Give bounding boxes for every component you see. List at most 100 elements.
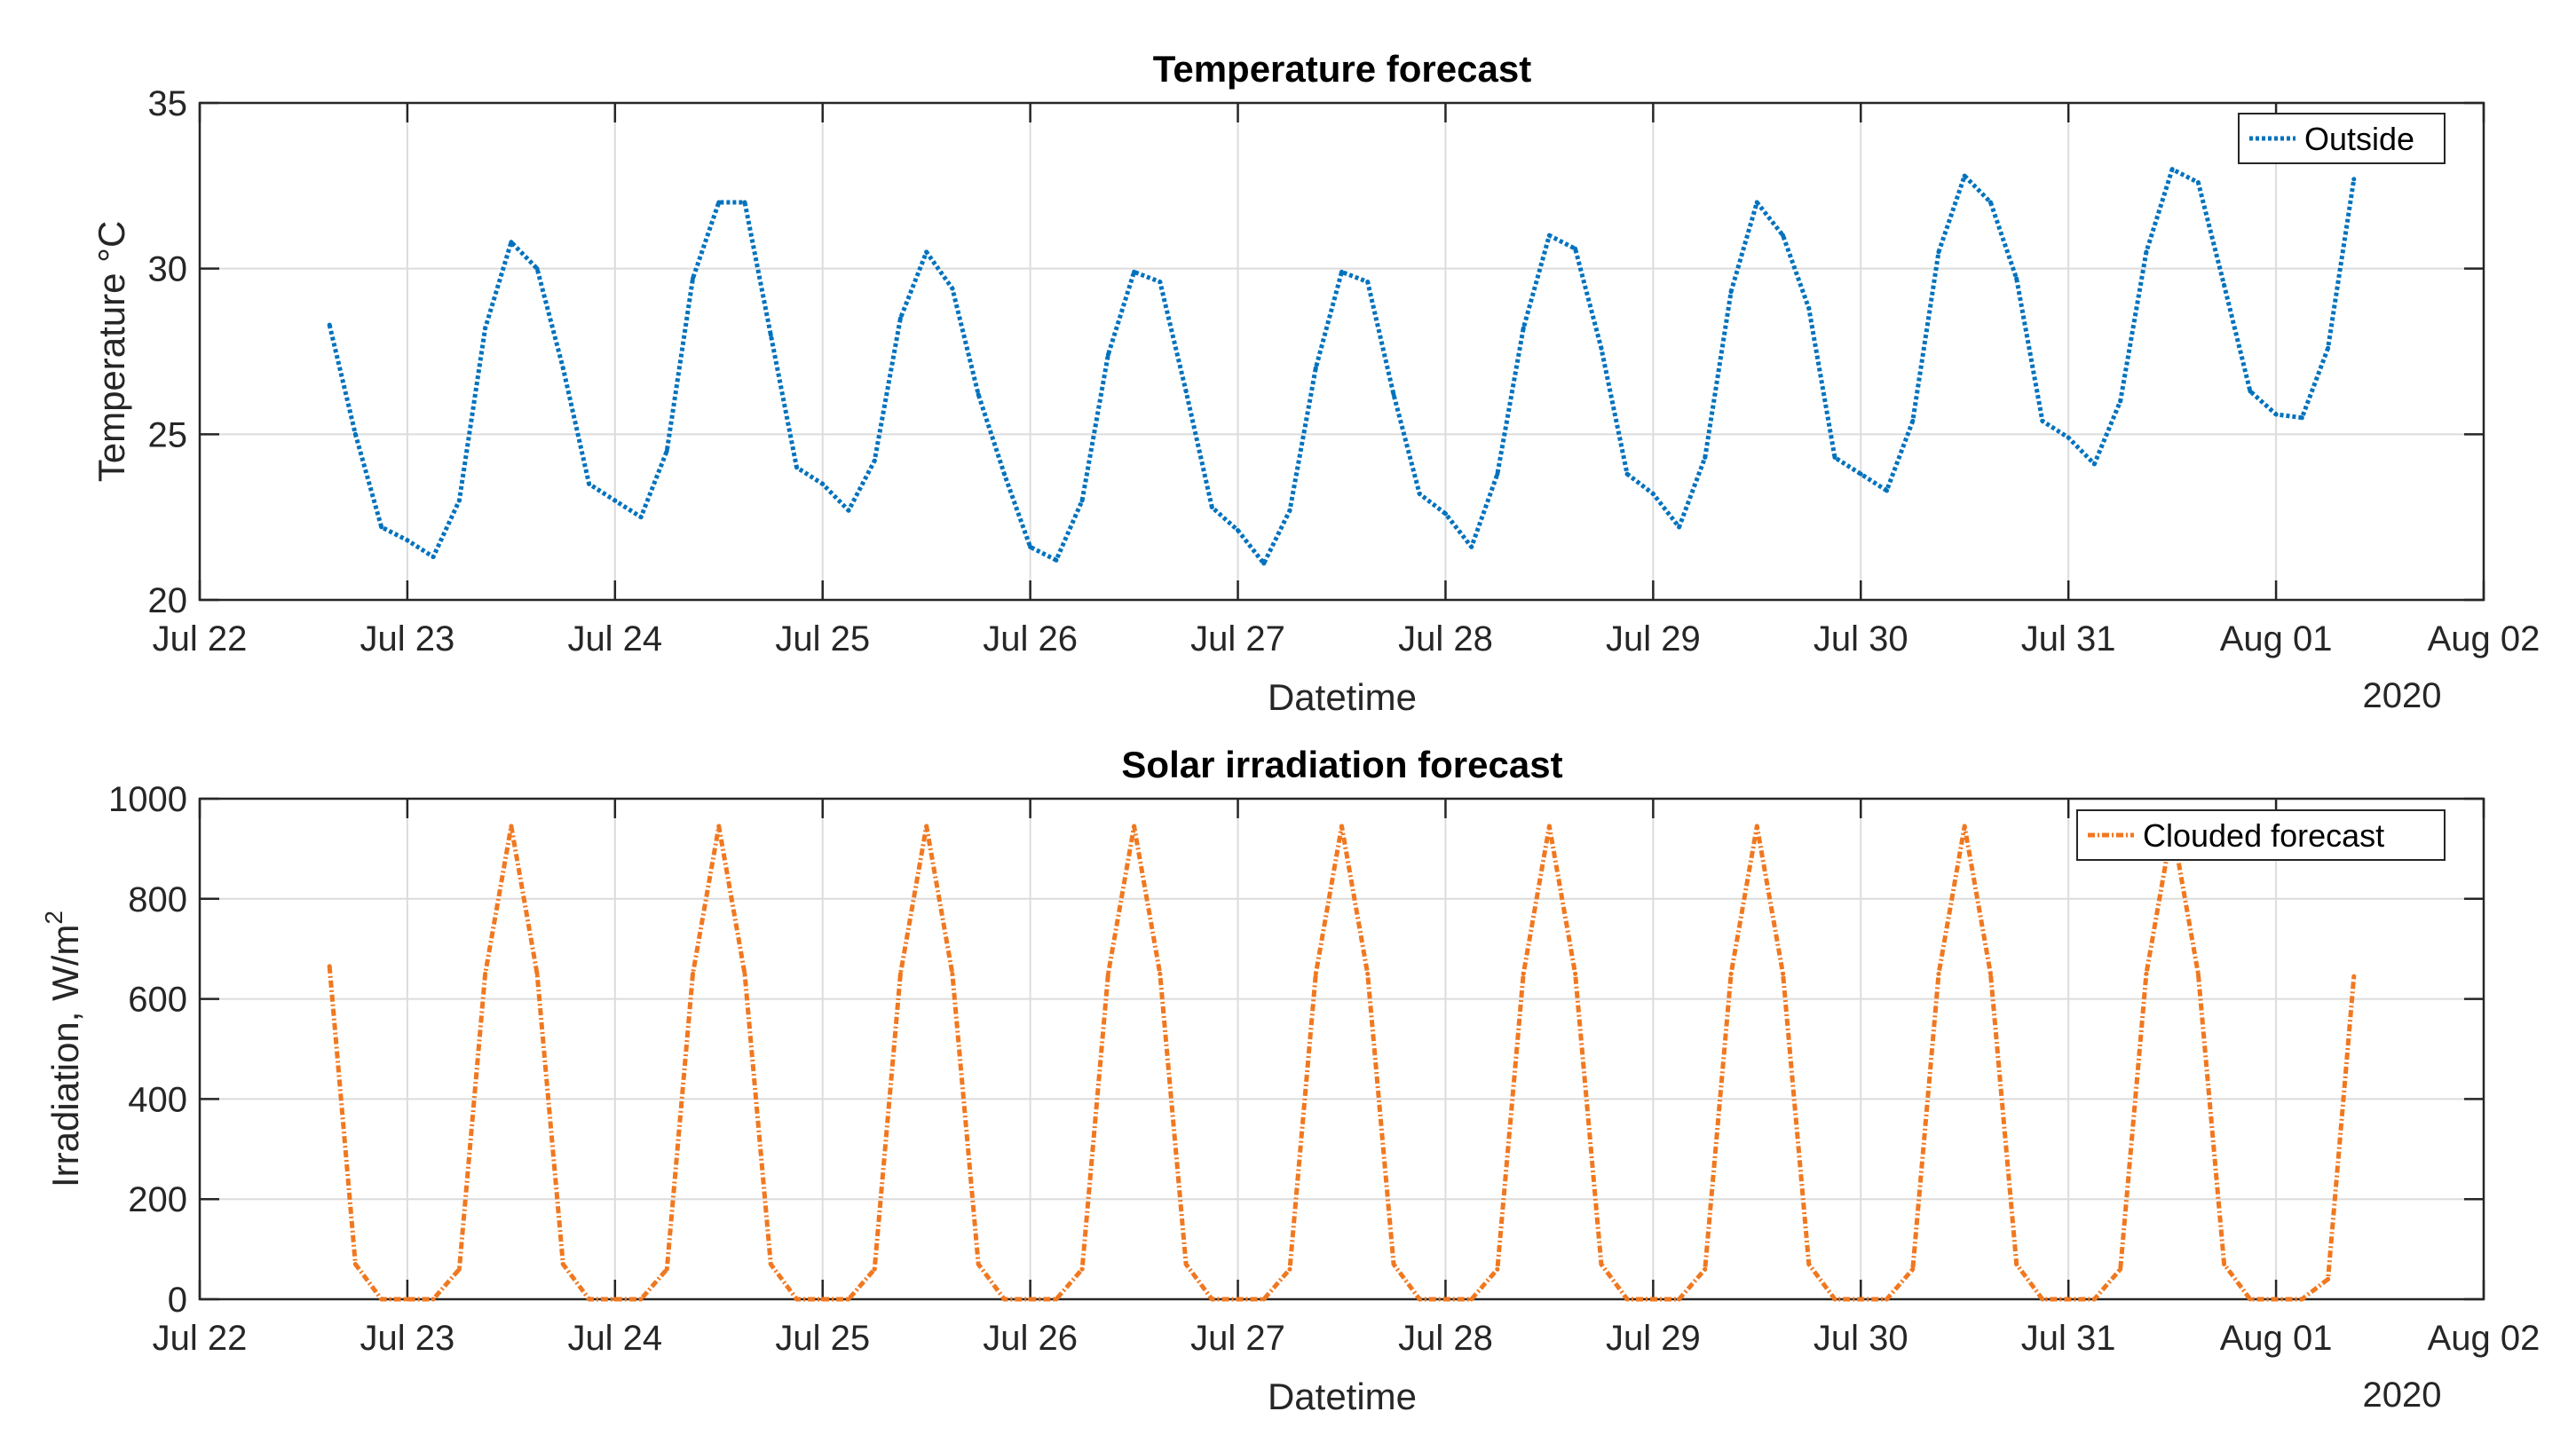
irradiation-ticks: Jul 22 Jul 23 Jul 24 Jul 25 Jul 26 Jul 27 Jul … — [108, 780, 2540, 1358]
temperature-x-tick-label: Jul 22 — [153, 619, 248, 658]
temperature-data-point — [691, 276, 695, 281]
temperature-data-point — [2118, 398, 2123, 404]
irradiation-x-tick-label: Jul 27 — [1190, 1319, 1285, 1358]
irradiation-data-point — [2222, 1262, 2227, 1266]
temperature-data-point — [1728, 289, 1734, 295]
irradiation-data-point — [1469, 1297, 1474, 1302]
temperature-data-point — [664, 448, 669, 453]
irradiation-data-point — [1391, 1262, 1396, 1266]
temperature-data-point — [924, 249, 929, 255]
irradiation-data-point — [1832, 1297, 1837, 1302]
irradiation-legend-box — [2076, 809, 2446, 861]
irradiation-data-point — [1001, 1297, 1007, 1302]
temperature-x-tick-label: Jul 29 — [1606, 619, 1701, 658]
temperature-data-point — [716, 200, 722, 205]
irradiation-data-point — [1677, 1297, 1682, 1302]
irradiation-data-point — [1417, 1297, 1422, 1302]
temperature-data-point — [1365, 280, 1371, 285]
temperature-data-point — [2144, 249, 2149, 255]
irradiation-data-point — [612, 1297, 618, 1302]
temperature-x-tick-label: Jul 30 — [1813, 619, 1908, 658]
irradiation-data-point — [716, 824, 722, 829]
temperature-data-point — [405, 538, 410, 543]
irradiation-y-axis-label-text: Irradiation, W/m — [44, 925, 86, 1187]
temperature-x-tick-label: Jul 31 — [2021, 619, 2116, 658]
irradiation-data-point — [742, 971, 747, 976]
temperature-data-point — [1599, 345, 1604, 351]
temperature-data-point — [1495, 471, 1500, 477]
irradiation-data-point — [456, 1266, 462, 1272]
temperature-legend-box — [2238, 113, 2446, 164]
temperature-data-point — [950, 286, 955, 291]
temperature-data-point — [1054, 557, 1059, 563]
irradiation-y-tick-label: 800 — [128, 880, 187, 919]
temperature-x-tick-label: Aug 02 — [2428, 619, 2540, 658]
irradiation-x-tick-label: Jul 25 — [775, 1319, 870, 1358]
irradiation-axes-box — [198, 797, 2485, 1301]
irradiation-y-tick-label: 200 — [128, 1180, 187, 1219]
temperature-x-tick-label: Jul 25 — [775, 619, 870, 658]
temperature-data-point — [1391, 392, 1396, 397]
temperature-data-point — [1910, 418, 1916, 423]
temperature-data-point — [1339, 269, 1344, 274]
irradiation-data-point — [872, 1266, 877, 1272]
temperature-data-point — [2351, 177, 2357, 182]
irradiation-x-axis-label: Datetime — [1268, 1376, 1417, 1417]
irradiation-data-point — [1365, 971, 1371, 976]
temperature-data-point — [794, 465, 799, 470]
temperature-data-point — [638, 515, 644, 520]
temperature-data-point — [327, 322, 332, 327]
irradiation-y-tick-label: 0 — [168, 1281, 187, 1320]
temperature-y-tick-label: 20 — [148, 581, 188, 620]
temperature-y-tick-label: 35 — [148, 84, 188, 123]
temperature-data-point — [352, 431, 358, 437]
temperature-data-point — [534, 266, 540, 272]
irradiation-data-point — [1054, 1297, 1059, 1302]
temperature-data-point — [1703, 455, 1708, 460]
temperature-data-point — [2169, 167, 2175, 172]
temperature-data-point — [1885, 488, 1889, 493]
temperature-data-point — [872, 458, 877, 463]
temperature-legend[interactable]: Outside — [2238, 113, 2446, 164]
temperature-data-point — [587, 481, 592, 486]
irradiation-data-point — [352, 1262, 358, 1266]
irradiation-data-point — [1573, 971, 1578, 976]
temperature-data-point — [1806, 306, 1812, 311]
irradiation-data-point — [1287, 1266, 1292, 1272]
irradiation-data-point — [950, 971, 955, 976]
irradiation-x-tick-label: Jul 24 — [567, 1319, 662, 1358]
irradiation-data-point — [1858, 1297, 1863, 1302]
temperature-data-point — [1443, 511, 1448, 516]
temperature-data-point — [2326, 345, 2331, 351]
irradiation-data-point — [327, 964, 332, 969]
temperature-data-point — [1754, 200, 1759, 205]
irradiation-data-point — [1988, 971, 1993, 976]
irradiation-data-point — [2195, 971, 2201, 976]
irradiation-data-point — [2144, 971, 2149, 976]
temperature-data-point — [1962, 173, 1967, 178]
temperature-x-tick-label: Jul 26 — [983, 619, 1078, 658]
temperature-data-point — [1417, 492, 1422, 496]
irradiation-data-point — [379, 1297, 384, 1302]
irradiation-data-point — [2273, 1297, 2279, 1302]
irradiation-data-point — [1261, 1297, 1267, 1302]
irradiation-data-point — [1313, 971, 1318, 976]
irradiation-chart-title: Solar irradiation forecast — [1121, 744, 1562, 785]
temperature-data-point — [820, 481, 826, 486]
irradiation-legend[interactable]: Clouded forecast — [2076, 809, 2446, 861]
irradiation-data-point — [1079, 1266, 1085, 1272]
temperature-data-point — [2040, 418, 2045, 423]
irradiation-data-point — [2326, 1276, 2331, 1281]
irradiation-data-point — [2066, 1297, 2071, 1302]
irradiation-data-point — [1599, 1262, 1604, 1266]
temperature-data-point — [1028, 544, 1033, 549]
irradiation-year-label: 2020 — [2363, 1376, 2442, 1415]
irradiation-legend-label: Clouded forecast — [2143, 817, 2384, 854]
irradiation-data-point — [1105, 971, 1110, 976]
temperature-data-point — [2248, 389, 2253, 394]
irradiation-data-point — [560, 1262, 565, 1266]
temperature-x-tick-label: Jul 28 — [1398, 619, 1493, 658]
temperature-data-point — [768, 332, 773, 337]
irradiation-data-point — [2118, 1266, 2123, 1272]
temperature-data-point — [1183, 389, 1189, 394]
